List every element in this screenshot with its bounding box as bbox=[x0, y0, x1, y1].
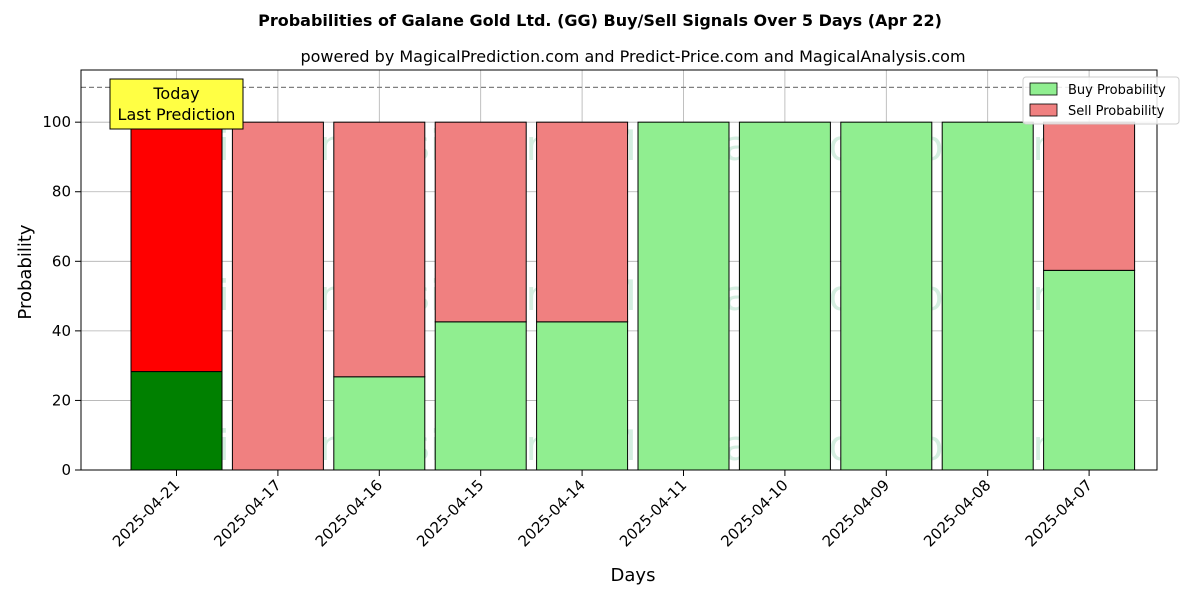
chart-subtitle: powered by MagicalPrediction.com and Pre… bbox=[300, 47, 965, 66]
legend-sell-swatch bbox=[1029, 103, 1058, 117]
annotation-box bbox=[109, 78, 244, 130]
x-tick-label: 2025-04-10 bbox=[717, 476, 791, 550]
legend-buy-label: Buy Probability bbox=[1068, 83, 1166, 98]
legend-box bbox=[1022, 76, 1180, 125]
legend-buy-swatch bbox=[1029, 82, 1058, 96]
y-tick-label: 60 bbox=[52, 252, 71, 270]
x-tick-label: 2025-04-16 bbox=[312, 476, 386, 550]
plot-frame bbox=[80, 69, 1158, 471]
y-tick-label: 80 bbox=[52, 183, 71, 201]
buy-bar bbox=[1043, 269, 1136, 471]
x-tick-label: 2025-04-07 bbox=[1022, 476, 1096, 550]
x-tick-label: 2025-04-21 bbox=[109, 476, 183, 550]
sell-bar bbox=[536, 121, 629, 323]
x-tick-label: 2025-04-08 bbox=[920, 476, 994, 550]
buy-bar bbox=[941, 121, 1034, 471]
bars-layer bbox=[130, 121, 1136, 471]
sell-bar bbox=[1043, 121, 1136, 271]
sell-bar bbox=[434, 121, 527, 323]
today-annotation: Today Last Prediction bbox=[109, 78, 244, 130]
sell-bar bbox=[231, 121, 324, 471]
x-tick-label: 2025-04-14 bbox=[515, 476, 589, 550]
buy-bar bbox=[536, 321, 629, 471]
y-tick-label: 100 bbox=[42, 113, 71, 131]
sell-bar bbox=[333, 121, 426, 378]
buy-bar bbox=[637, 121, 730, 471]
x-tick-label: 2025-04-15 bbox=[413, 476, 487, 550]
y-tick-label: 0 bbox=[61, 461, 71, 479]
legend-sell-label: Sell Probability bbox=[1068, 104, 1165, 119]
buy-bar bbox=[333, 376, 426, 471]
annotation-line-2: Last Prediction bbox=[118, 105, 236, 124]
buy-bar bbox=[738, 121, 831, 471]
y-tick-label: 40 bbox=[52, 322, 71, 340]
sell-bar bbox=[130, 121, 223, 373]
x-tick-label: 2025-04-17 bbox=[210, 476, 284, 550]
chart-title: Probabilities of Galane Gold Ltd. (GG) B… bbox=[258, 11, 942, 30]
x-tick-label: 2025-04-11 bbox=[616, 476, 690, 550]
y-axis-label: Probability bbox=[15, 224, 36, 319]
legend: Buy Probability Sell Probability bbox=[1022, 76, 1180, 125]
buy-bar bbox=[130, 371, 223, 471]
x-axis: 2025-04-21 2025-04-17 2025-04-16 2025-04-15… bbox=[109, 470, 1096, 550]
buy-bar bbox=[840, 121, 933, 471]
x-axis-label: Days bbox=[611, 565, 656, 586]
x-tick-label: 2025-04-09 bbox=[819, 476, 893, 550]
buy-bar bbox=[434, 321, 527, 471]
y-tick-label: 20 bbox=[52, 391, 71, 409]
y-axis: 0 20 40 60 80 100 bbox=[42, 113, 81, 479]
annotation-line-1: Today bbox=[152, 84, 199, 103]
